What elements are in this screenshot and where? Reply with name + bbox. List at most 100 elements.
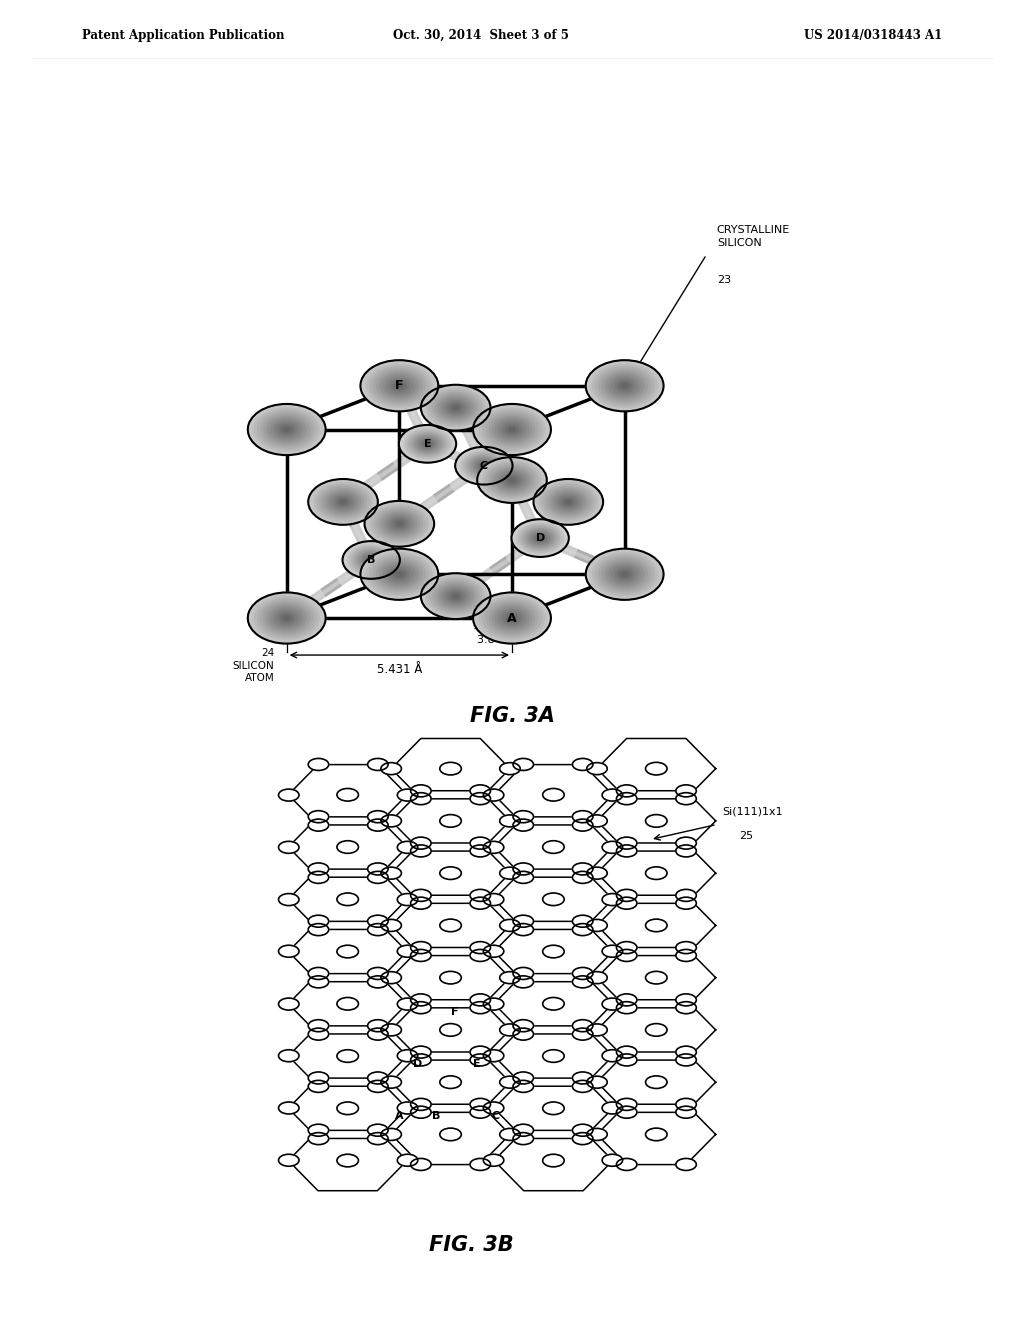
Circle shape bbox=[602, 789, 623, 801]
Circle shape bbox=[393, 381, 406, 389]
Circle shape bbox=[367, 364, 432, 407]
Circle shape bbox=[389, 379, 410, 392]
Circle shape bbox=[521, 525, 559, 550]
Circle shape bbox=[616, 1002, 637, 1014]
Circle shape bbox=[500, 920, 520, 932]
Circle shape bbox=[257, 411, 315, 449]
Circle shape bbox=[267, 606, 306, 631]
Circle shape bbox=[279, 841, 299, 853]
Circle shape bbox=[427, 388, 484, 426]
Circle shape bbox=[572, 810, 593, 822]
Circle shape bbox=[381, 1024, 401, 1036]
Circle shape bbox=[308, 915, 329, 927]
Circle shape bbox=[421, 573, 490, 619]
Circle shape bbox=[586, 549, 664, 599]
Circle shape bbox=[476, 594, 548, 642]
Circle shape bbox=[279, 894, 299, 906]
Circle shape bbox=[337, 1154, 358, 1167]
Circle shape bbox=[368, 503, 431, 545]
Circle shape bbox=[499, 610, 525, 627]
Circle shape bbox=[483, 461, 541, 499]
Circle shape bbox=[420, 440, 434, 449]
Circle shape bbox=[337, 788, 358, 801]
Text: 5.431 Å: 5.431 Å bbox=[377, 663, 422, 676]
Circle shape bbox=[374, 557, 425, 591]
Circle shape bbox=[565, 500, 571, 504]
Circle shape bbox=[248, 593, 326, 644]
Circle shape bbox=[500, 1024, 520, 1036]
Circle shape bbox=[572, 968, 593, 979]
Circle shape bbox=[616, 1053, 637, 1067]
Circle shape bbox=[377, 560, 422, 589]
Circle shape bbox=[337, 1102, 358, 1114]
Circle shape bbox=[676, 941, 696, 953]
Circle shape bbox=[616, 845, 637, 857]
Circle shape bbox=[470, 890, 490, 902]
Circle shape bbox=[254, 597, 319, 639]
Circle shape bbox=[281, 425, 293, 434]
Circle shape bbox=[368, 915, 388, 927]
Circle shape bbox=[602, 1102, 623, 1114]
Circle shape bbox=[425, 442, 430, 445]
Circle shape bbox=[261, 412, 312, 446]
Circle shape bbox=[470, 941, 490, 953]
Circle shape bbox=[279, 945, 299, 957]
Circle shape bbox=[367, 553, 432, 595]
Circle shape bbox=[516, 523, 564, 554]
Circle shape bbox=[380, 561, 419, 587]
Circle shape bbox=[602, 1154, 623, 1167]
Circle shape bbox=[440, 1129, 462, 1140]
Circle shape bbox=[248, 404, 326, 455]
Circle shape bbox=[489, 414, 535, 445]
Circle shape bbox=[572, 863, 593, 875]
Circle shape bbox=[397, 841, 418, 853]
Circle shape bbox=[622, 384, 628, 388]
Circle shape bbox=[356, 550, 386, 569]
Circle shape bbox=[435, 395, 476, 421]
Circle shape bbox=[264, 603, 309, 634]
Circle shape bbox=[368, 924, 388, 936]
Circle shape bbox=[360, 360, 438, 412]
Circle shape bbox=[411, 1053, 431, 1067]
Circle shape bbox=[500, 1129, 520, 1140]
Circle shape bbox=[483, 841, 504, 853]
Circle shape bbox=[599, 557, 650, 591]
Circle shape bbox=[676, 1047, 696, 1059]
Circle shape bbox=[513, 759, 534, 771]
Circle shape bbox=[616, 793, 637, 805]
Circle shape bbox=[361, 553, 381, 566]
Circle shape bbox=[352, 548, 390, 573]
Circle shape bbox=[470, 793, 490, 805]
Circle shape bbox=[602, 841, 623, 853]
Circle shape bbox=[645, 972, 667, 983]
Circle shape bbox=[381, 972, 401, 983]
Circle shape bbox=[470, 1047, 490, 1059]
Circle shape bbox=[386, 566, 413, 583]
Circle shape bbox=[270, 607, 303, 628]
Text: C: C bbox=[492, 1111, 500, 1121]
Circle shape bbox=[401, 426, 454, 461]
Circle shape bbox=[411, 994, 431, 1006]
Circle shape bbox=[477, 457, 547, 503]
Circle shape bbox=[349, 546, 393, 574]
Circle shape bbox=[476, 407, 548, 453]
Circle shape bbox=[367, 557, 376, 564]
Circle shape bbox=[411, 785, 431, 797]
Circle shape bbox=[483, 998, 504, 1010]
Circle shape bbox=[676, 793, 696, 805]
Circle shape bbox=[483, 1049, 504, 1061]
Circle shape bbox=[381, 1129, 401, 1140]
Text: B: B bbox=[432, 1111, 440, 1121]
Circle shape bbox=[396, 521, 402, 525]
Circle shape bbox=[483, 411, 541, 449]
Circle shape bbox=[483, 1154, 504, 1167]
Circle shape bbox=[485, 463, 539, 498]
Circle shape bbox=[513, 820, 534, 832]
Circle shape bbox=[460, 450, 508, 482]
Circle shape bbox=[496, 418, 528, 440]
Circle shape bbox=[614, 379, 634, 392]
Circle shape bbox=[676, 785, 696, 797]
Circle shape bbox=[450, 593, 462, 601]
Circle shape bbox=[440, 1023, 462, 1036]
Circle shape bbox=[483, 789, 504, 801]
